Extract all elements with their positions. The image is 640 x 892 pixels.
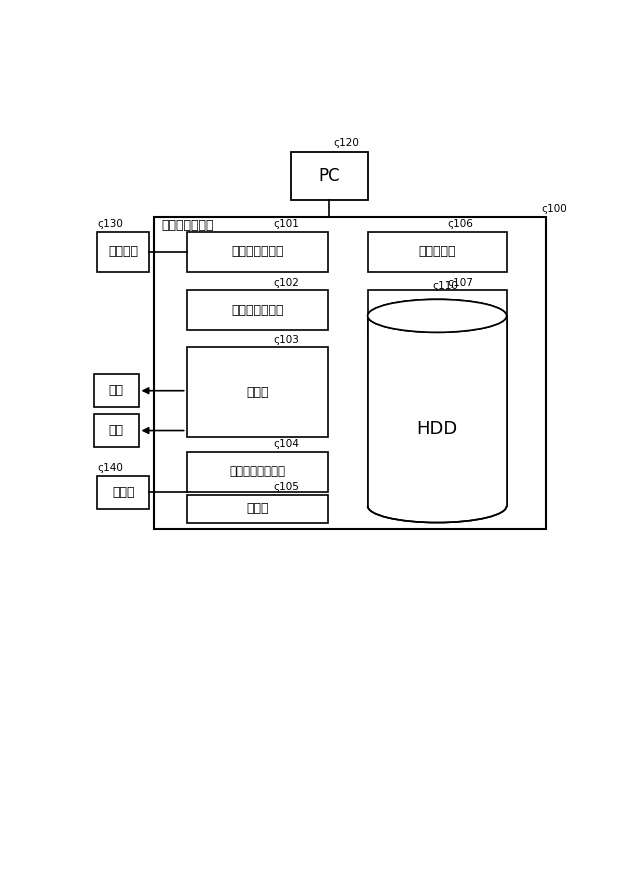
Ellipse shape: [367, 300, 507, 333]
Text: ς107: ς107: [447, 277, 473, 288]
Bar: [367, 291, 507, 330]
Bar: [291, 152, 367, 200]
Text: ς106: ς106: [447, 219, 473, 229]
Text: ς120: ς120: [333, 138, 359, 148]
Text: ς103: ς103: [273, 334, 300, 344]
Bar: [187, 347, 328, 437]
Text: 出力制御部: 出力制御部: [419, 304, 456, 317]
Text: 調整部: 調整部: [246, 502, 269, 516]
Bar: [187, 452, 328, 491]
Text: 入力制御部: 入力制御部: [419, 245, 456, 259]
Text: ς101: ς101: [273, 219, 300, 229]
Bar: [94, 414, 138, 447]
Bar: [97, 232, 150, 272]
Text: ς104: ς104: [273, 439, 300, 449]
Text: ς110: ς110: [432, 281, 458, 291]
Bar: [367, 316, 507, 506]
Bar: [187, 232, 328, 272]
Text: 正常: 正常: [109, 384, 124, 397]
Text: ς100: ς100: [541, 203, 567, 213]
Text: 検査部: 検査部: [246, 385, 269, 399]
Bar: [97, 475, 150, 508]
Bar: [187, 291, 328, 330]
Text: ς105: ς105: [273, 482, 300, 491]
Bar: [94, 375, 138, 407]
Text: 印刷機: 印刷機: [112, 486, 134, 499]
Text: 異常: 異常: [109, 424, 124, 437]
Text: 原稿画像取得部: 原稿画像取得部: [231, 304, 284, 317]
Text: 印刷画像取得部: 印刷画像取得部: [231, 245, 284, 259]
Text: HDD: HDD: [417, 420, 458, 438]
Ellipse shape: [367, 300, 507, 333]
Bar: [154, 217, 547, 530]
Text: ς102: ς102: [273, 277, 300, 288]
Bar: [187, 495, 328, 523]
Text: 再検査画像選択部: 再検査画像選択部: [229, 466, 285, 478]
Text: 印刷物検査装置: 印刷物検査装置: [162, 219, 214, 232]
Text: スキャナ: スキャナ: [108, 245, 138, 259]
Text: ς140: ς140: [97, 463, 124, 473]
Text: PC: PC: [319, 167, 340, 185]
Text: ς130: ς130: [97, 219, 124, 229]
Bar: [367, 232, 507, 272]
